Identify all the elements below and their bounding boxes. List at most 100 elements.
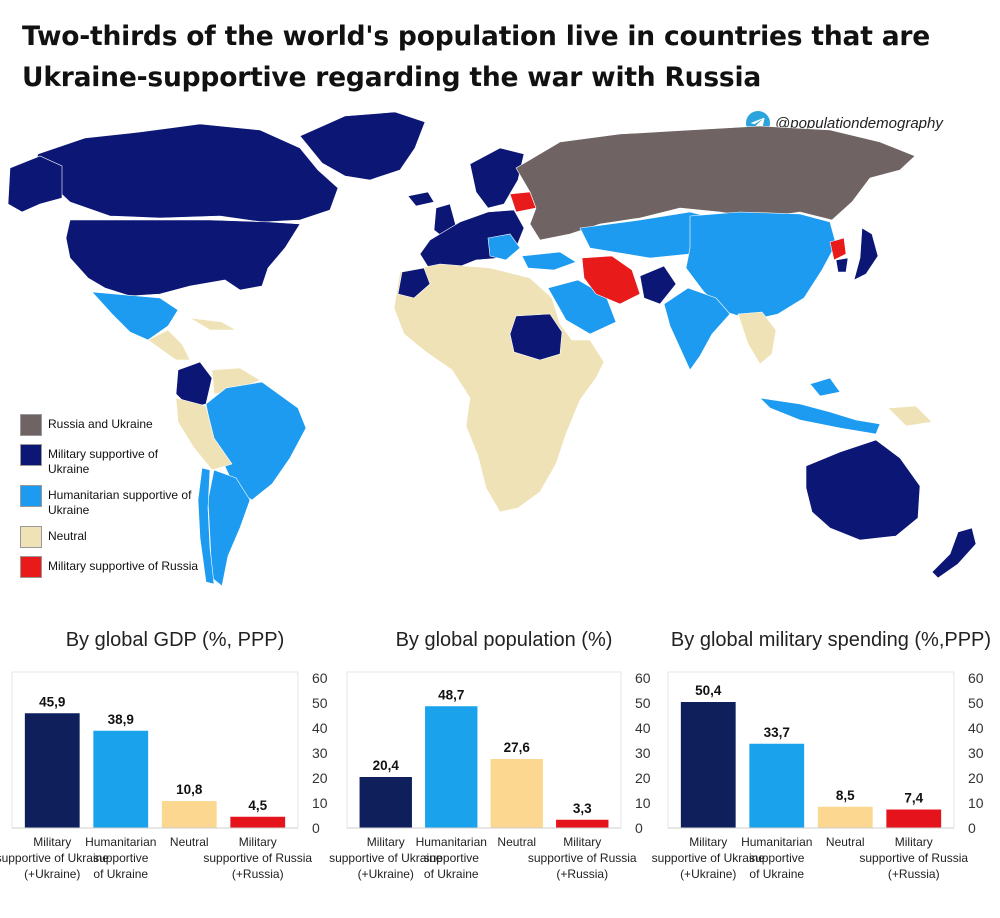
legend-swatch — [20, 444, 42, 466]
legend-label: Humanitarian supportive of Ukraine — [48, 488, 192, 517]
bar-value-label: 45,9 — [39, 694, 65, 709]
world-map — [0, 108, 1000, 610]
bar — [161, 801, 217, 828]
credit-handle: @populationdemography — [775, 114, 943, 132]
x-category-label: Neutral — [497, 835, 536, 849]
bar-value-label: 10,8 — [176, 782, 203, 797]
legend-label: Military supportive of Russia — [48, 559, 199, 573]
x-category-label: Military supportive of Ukraine (+Ukraine) — [0, 835, 109, 881]
map-legend: Russia and Ukraine Military supportive o… — [20, 414, 200, 578]
map-iceland — [407, 191, 435, 207]
y-tick-label: 10 — [312, 795, 328, 811]
map-pakistan — [639, 265, 677, 305]
x-category-label: Military supportive of Ukraine (+Ukraine) — [329, 835, 443, 881]
bar — [556, 819, 609, 828]
map-new-zealand — [931, 527, 977, 579]
bar-value-label: 38,9 — [108, 712, 134, 727]
map-australia — [805, 439, 921, 541]
bar — [93, 730, 149, 828]
x-category-label: Military supportive of Russia (+Russia) — [859, 835, 968, 881]
map-alaska — [7, 155, 63, 213]
y-tick-label: 0 — [635, 820, 643, 836]
bar-value-label: 48,7 — [438, 687, 464, 702]
x-category-label: Humanitarian supportive of Ukraine — [85, 835, 156, 881]
legend-item: Military supportive of Russia — [20, 556, 200, 578]
bar-chart-population: 0 10 20 30 40 50 60 20,4 Military supportive of U… — [329, 670, 651, 881]
legend-item: Neutral — [20, 526, 200, 548]
map-central-america — [147, 317, 238, 361]
y-tick-label: 20 — [968, 770, 984, 786]
x-category-label: Military supportive of Ukraine (+Ukraine) — [652, 835, 766, 881]
world-map-svg — [7, 111, 977, 587]
x-category-label: Military supportive of Russia (+Russia) — [528, 835, 637, 881]
map-peru-bolivia — [175, 397, 233, 471]
bar-value-label: 8,5 — [836, 788, 855, 803]
map-greenland — [299, 111, 426, 181]
bar-value-label: 7,4 — [904, 791, 923, 806]
bar-chart-gdp: 0 10 20 30 40 50 60 45,9 Military supportive of U… — [0, 670, 328, 881]
y-tick-label: 0 — [968, 820, 976, 836]
bar — [886, 809, 942, 828]
y-tick-label: 40 — [635, 720, 651, 736]
y-tick-label: 60 — [635, 670, 651, 686]
legend-item: Humanitarian supportive of Ukraine — [20, 485, 200, 518]
legend-item: Russia and Ukraine — [20, 414, 200, 436]
map-china — [685, 211, 837, 321]
map-chile — [197, 467, 215, 585]
chart-panel-gdp: By global GDP (%, PPP) 0 10 20 30 40 50 60 45,9… — [0, 624, 340, 914]
y-tick-label: 50 — [968, 695, 984, 711]
y-tick-label: 60 — [312, 670, 328, 686]
bar-value-label: 3,3 — [573, 801, 592, 816]
map-argentina — [207, 469, 251, 587]
legend-label: Neutral — [48, 529, 87, 543]
chart-title: By global military spending (%,PPP) — [670, 629, 992, 651]
map-png — [887, 405, 933, 427]
bar — [230, 816, 286, 828]
map-usa — [65, 219, 301, 297]
bar — [359, 777, 412, 828]
bar — [680, 702, 736, 828]
bar — [24, 713, 80, 828]
chart-title: By global population (%) — [395, 629, 613, 651]
bar-value-label: 27,6 — [504, 740, 531, 755]
y-tick-label: 60 — [968, 670, 984, 686]
legend-swatch — [20, 526, 42, 548]
y-tick-label: 30 — [635, 745, 651, 761]
y-tick-label: 20 — [312, 770, 328, 786]
y-tick-label: 10 — [968, 795, 984, 811]
x-category-label: Military supportive of Russia (+Russia) — [203, 835, 312, 881]
x-category-label: Humanitarian supportive of Ukraine — [416, 835, 487, 881]
bar-value-label: 33,7 — [764, 725, 790, 740]
map-mexico — [91, 291, 179, 341]
map-turkey — [521, 251, 577, 271]
chart-panel-population: By global population (%) 0 10 20 30 40 50 60 20… — [329, 624, 663, 914]
legend-label: Military supportive of Ukraine — [48, 447, 159, 476]
map-iran — [581, 255, 641, 305]
y-tick-label: 40 — [968, 720, 984, 736]
legend-swatch — [20, 485, 42, 507]
bar — [749, 743, 805, 828]
y-tick-label: 50 — [312, 695, 328, 711]
bar-value-label: 4,5 — [248, 798, 267, 813]
map-india — [663, 287, 731, 371]
bar — [817, 806, 873, 828]
bar-chart-military-spending: 0 10 20 30 40 50 60 50,4 Military supportive of U… — [652, 670, 984, 881]
y-tick-label: 40 — [312, 720, 328, 736]
map-north-korea — [829, 237, 847, 261]
map-russia — [515, 125, 916, 241]
y-tick-label: 30 — [312, 745, 328, 761]
map-indonesia — [759, 377, 881, 435]
chart-title: By global GDP (%, PPP) — [65, 629, 285, 651]
y-tick-label: 0 — [312, 820, 320, 836]
bar-value-label: 20,4 — [373, 758, 400, 773]
y-tick-label: 20 — [635, 770, 651, 786]
legend-label: Russia and Ukraine — [48, 417, 153, 431]
bar-value-label: 50,4 — [695, 683, 722, 698]
map-balkans — [487, 233, 521, 261]
legend-swatch — [20, 414, 42, 436]
chart-panel-military: By global military spending (%,PPP) 0 10 2… — [652, 624, 996, 914]
x-category-label: Neutral — [170, 835, 209, 849]
map-sudan — [509, 313, 563, 361]
y-tick-label: 30 — [968, 745, 984, 761]
map-morocco — [397, 267, 431, 299]
